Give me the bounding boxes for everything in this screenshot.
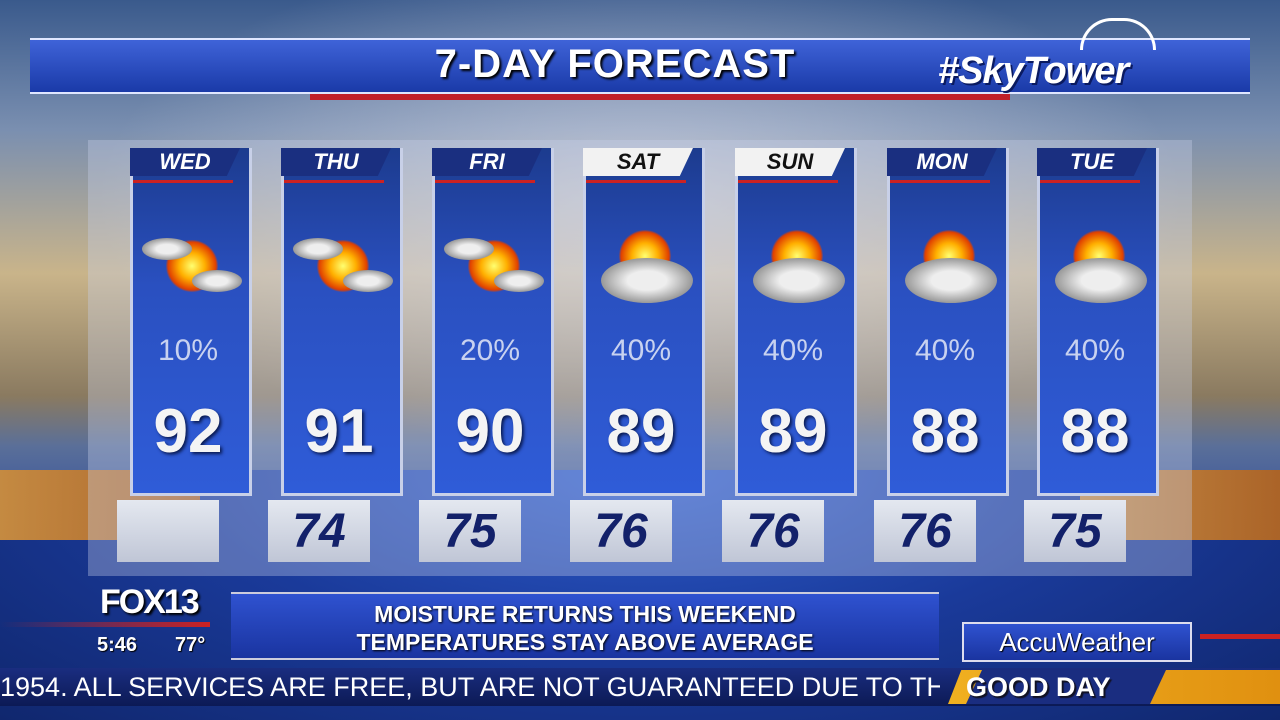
day-label: THU <box>281 148 391 176</box>
day-panel <box>735 148 857 496</box>
day-label: FRI <box>432 148 542 176</box>
page-title: 7-DAY FORECAST <box>434 42 796 86</box>
high-temperature: 89 <box>606 397 676 466</box>
divider <box>284 180 384 183</box>
low-temperature: 74 <box>268 500 370 562</box>
mostly-cloudy-sun-icon <box>905 228 997 308</box>
show-badge: GOOD DAY <box>948 670 1280 704</box>
title-bar <box>30 38 1250 100</box>
show-name: GOOD DAY <box>966 672 1111 702</box>
day-panel <box>583 148 705 496</box>
high-temperature: 88 <box>1060 397 1130 466</box>
partly-sunny-icon <box>142 228 242 308</box>
day-label: MON <box>887 148 997 176</box>
divider <box>1200 634 1280 639</box>
headline-line-2: TEMPERATURES STAY ABOVE AVERAGE <box>356 629 814 655</box>
day-panel <box>1037 148 1159 496</box>
precip-chance: 40% <box>610 334 672 367</box>
divider <box>890 180 990 183</box>
day-label: TUE <box>1037 148 1147 176</box>
mostly-cloudy-sun-icon <box>1055 228 1147 308</box>
partly-sunny-icon <box>444 228 544 308</box>
low-temperature: 76 <box>570 500 672 562</box>
low-temperature: 75 <box>1024 500 1126 562</box>
precip-chance: 10% <box>157 334 219 367</box>
low-temperature: 76 <box>722 500 824 562</box>
headline-line-1: MOISTURE RETURNS THIS WEEKEND <box>374 601 796 627</box>
high-temperature: 91 <box>304 397 374 466</box>
divider <box>133 180 233 183</box>
high-temperature: 89 <box>758 397 828 466</box>
day-panel <box>130 148 252 496</box>
mostly-cloudy-sun-icon <box>601 228 693 308</box>
low-temperature: 76 <box>874 500 976 562</box>
precip-chance: 40% <box>762 334 824 367</box>
low-temperature: 75 <box>419 500 521 562</box>
precip-chance: 40% <box>1064 334 1126 367</box>
divider <box>738 180 838 183</box>
high-temperature: 90 <box>455 397 525 466</box>
station-logo: FOX13 <box>100 583 200 621</box>
low-temperature <box>117 500 219 562</box>
divider <box>0 622 210 627</box>
precip-chance: 40% <box>914 334 976 367</box>
divider <box>586 180 686 183</box>
ticker-text: 1954. ALL SERVICES ARE FREE, BUT ARE NOT… <box>0 672 940 702</box>
high-temperature: 88 <box>910 397 980 466</box>
day-panel <box>281 148 403 496</box>
precip-chance: 20% <box>459 334 521 367</box>
skytower-logo: #SkyTower <box>938 50 1129 92</box>
high-temperature: 92 <box>153 397 223 466</box>
mostly-cloudy-sun-icon <box>753 228 845 308</box>
headline-box: MOISTURE RETURNS THIS WEEKEND TEMPERATUR… <box>231 592 939 660</box>
partly-sunny-icon <box>293 228 393 308</box>
day-label: SUN <box>735 148 845 176</box>
day-panel <box>432 148 554 496</box>
day-panel <box>887 148 1009 496</box>
day-label: SAT <box>583 148 693 176</box>
divider <box>1040 180 1140 183</box>
current-temperature: 77° <box>175 634 206 656</box>
current-time: 5:46 <box>97 634 138 656</box>
day-label: WED <box>130 148 240 176</box>
divider <box>435 180 535 183</box>
sponsor-logo: AccuWeather <box>962 622 1192 662</box>
